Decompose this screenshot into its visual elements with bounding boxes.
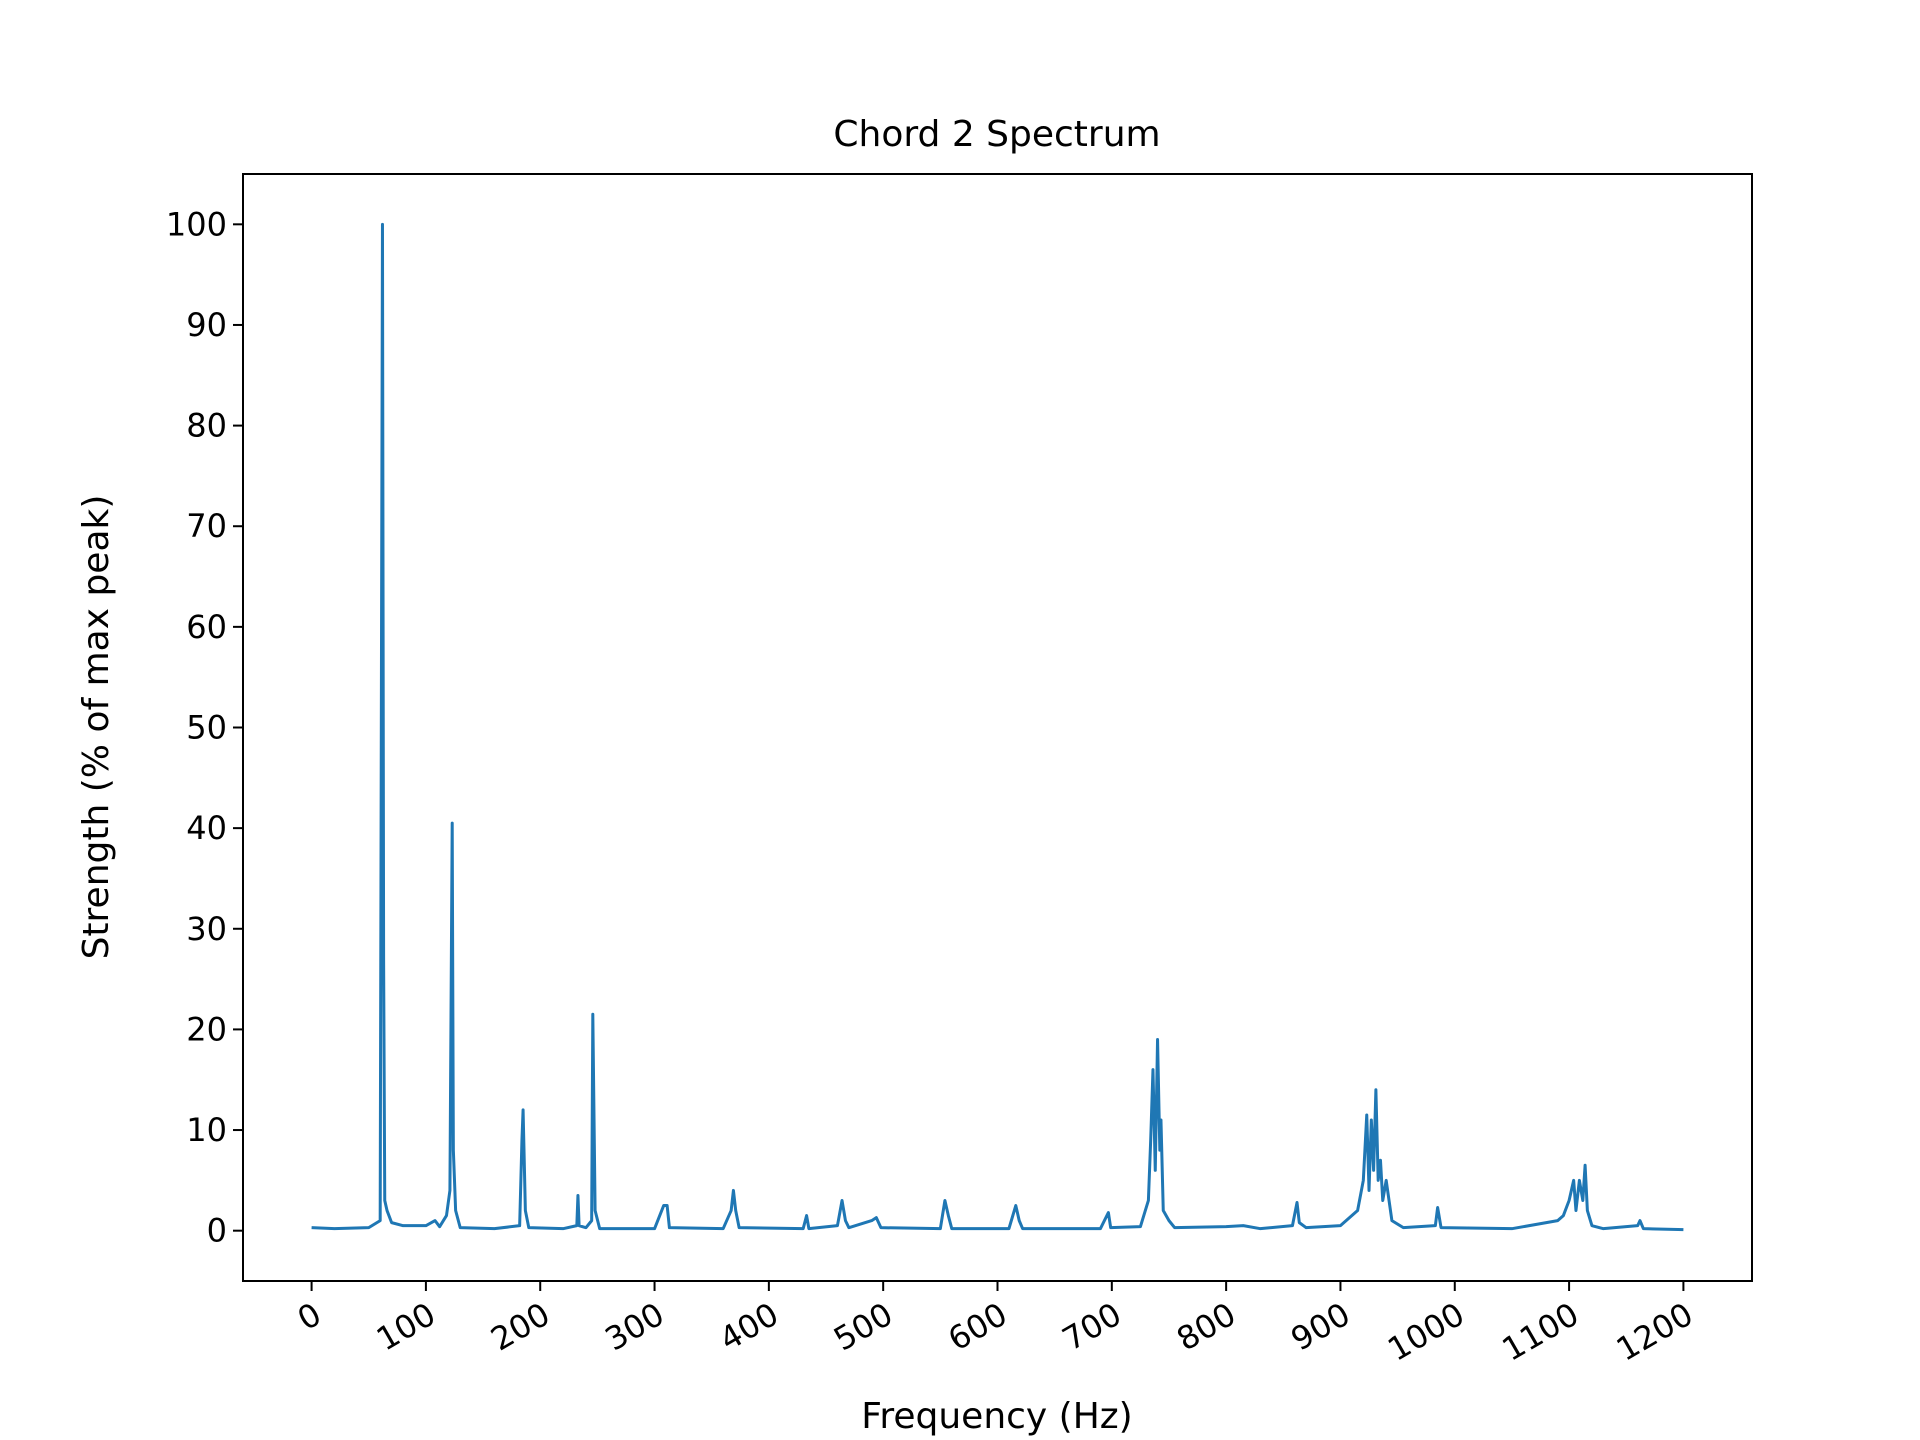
y-tick-label: 70: [186, 507, 227, 545]
spectrum-line: [311, 222, 1684, 1232]
y-tick-label: 20: [186, 1010, 227, 1048]
y-tick-label: 30: [186, 910, 227, 948]
plot-frame: [242, 173, 1753, 1282]
y-tick-label: 0: [207, 1212, 227, 1250]
y-tick-label: 80: [186, 407, 227, 445]
y-axis-label: Strength (% of max peak): [76, 495, 117, 960]
y-tick-label: 100: [166, 205, 227, 243]
y-tick-label: 50: [186, 709, 227, 747]
x-axis-label: Frequency (Hz): [861, 1396, 1132, 1437]
y-tick-label: 10: [186, 1111, 227, 1149]
y-tick-label: 90: [186, 306, 227, 344]
y-tick-label: 40: [186, 809, 227, 847]
y-tick-label: 60: [186, 608, 227, 646]
chart-title: Chord 2 Spectrum: [833, 114, 1160, 155]
